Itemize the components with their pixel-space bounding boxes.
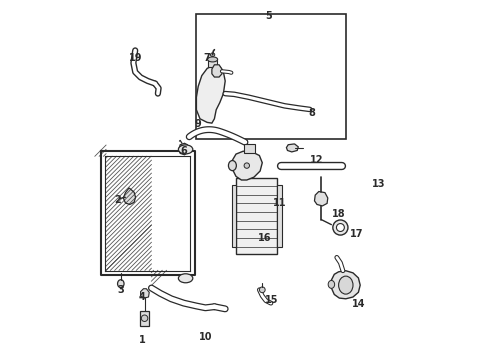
Ellipse shape (339, 276, 353, 294)
Text: 4: 4 (139, 292, 146, 302)
Polygon shape (196, 65, 225, 123)
Ellipse shape (333, 220, 348, 235)
Text: 18: 18 (332, 209, 345, 219)
Text: 7: 7 (204, 53, 211, 63)
Bar (208, 60, 217, 67)
Ellipse shape (118, 280, 124, 288)
Text: 5: 5 (265, 11, 272, 21)
Ellipse shape (178, 274, 193, 283)
Text: 10: 10 (198, 332, 212, 342)
Bar (277, 185, 282, 247)
Polygon shape (286, 144, 298, 152)
Polygon shape (331, 271, 360, 299)
Text: 15: 15 (265, 294, 279, 305)
Text: 11: 11 (272, 198, 286, 208)
Bar (232, 185, 236, 247)
Ellipse shape (228, 161, 236, 171)
Text: 6: 6 (180, 146, 187, 156)
Text: 8: 8 (308, 108, 315, 118)
Bar (140, 311, 149, 326)
Text: 13: 13 (371, 179, 385, 189)
Ellipse shape (244, 163, 249, 168)
Ellipse shape (178, 145, 193, 154)
Polygon shape (179, 143, 187, 155)
Polygon shape (141, 289, 149, 298)
Ellipse shape (337, 224, 344, 231)
Ellipse shape (141, 315, 148, 321)
Ellipse shape (328, 280, 335, 288)
Text: 1: 1 (139, 335, 146, 345)
Polygon shape (315, 192, 328, 206)
Text: 2: 2 (114, 195, 121, 205)
Text: 16: 16 (258, 233, 271, 243)
Text: 12: 12 (310, 155, 324, 165)
Text: 14: 14 (352, 299, 365, 309)
Text: 3: 3 (118, 285, 124, 295)
Polygon shape (212, 65, 222, 77)
Text: 19: 19 (128, 53, 142, 63)
Text: 9: 9 (195, 119, 201, 129)
Ellipse shape (208, 57, 218, 62)
Ellipse shape (259, 287, 265, 293)
Text: 17: 17 (350, 229, 364, 239)
Polygon shape (123, 188, 136, 204)
Bar (236, 178, 277, 254)
Ellipse shape (210, 53, 215, 57)
Bar (106, 156, 151, 270)
Bar (196, 14, 346, 139)
Polygon shape (232, 151, 262, 180)
Bar (245, 144, 255, 153)
